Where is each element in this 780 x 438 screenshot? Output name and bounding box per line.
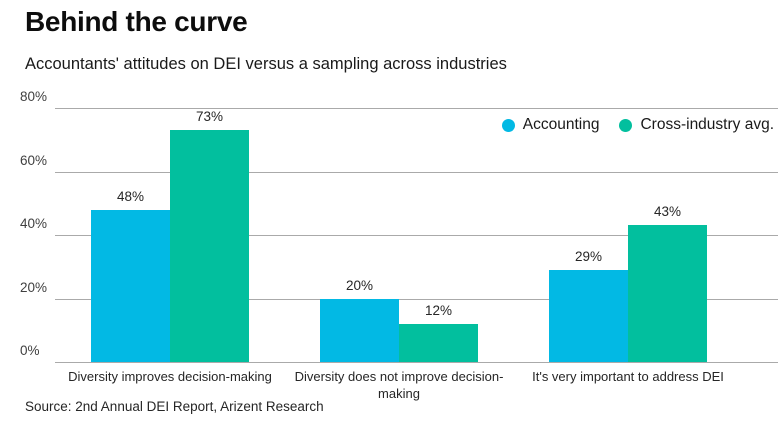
category-label-group2: Diversity does not improve decision-maki… [294, 369, 504, 401]
y-axis-tick-20%: 20% [20, 279, 48, 295]
legend-dot-accounting [501, 118, 515, 132]
gridline-20% [55, 298, 778, 300]
y-axis-tick-60%: 60% [20, 152, 48, 168]
chart-subtitle: Accountants' attitudes on DEI versus a s… [25, 55, 507, 73]
category-label-group3: It's very important to address DEI [532, 369, 724, 384]
bar-accounting-group1 [91, 209, 170, 362]
bar-cross-industry-group3 [628, 225, 707, 362]
legend-item-accounting: Accounting [501, 116, 600, 134]
legend-item-cross-industry: Cross-industry avg. [619, 116, 774, 134]
value-label-cross-industry-group2: 12% [424, 302, 453, 318]
legend: Accounting Cross-industry avg. [501, 116, 774, 134]
gridline-80% [55, 108, 778, 109]
legend-label-cross-industry: Cross-industry avg. [640, 116, 774, 133]
legend-dot-cross-industry [619, 118, 633, 132]
value-label-accounting-group2: 20% [345, 277, 374, 293]
bar-accounting-group3 [549, 269, 628, 362]
bar-accounting-group2 [320, 298, 399, 362]
y-axis-tick-80%: 80% [20, 89, 48, 104]
bar-cross-industry-group1 [170, 130, 249, 362]
gridline-60% [55, 171, 778, 173]
y-axis-tick-40%: 40% [20, 216, 48, 231]
value-label-cross-industry-group3: 43% [653, 204, 682, 220]
value-label-cross-industry-group1: 73% [195, 109, 224, 125]
chart-title: Behind the curve [25, 6, 248, 37]
source-note: Source: 2nd Annual DEI Report, Arizent R… [25, 399, 324, 414]
y-axis-tick-0%: 0% [20, 343, 40, 358]
legend-label-accounting: Accounting [522, 116, 600, 133]
value-label-accounting-group3: 29% [574, 248, 603, 264]
gridline-0% [55, 362, 778, 363]
category-label-group1: Diversity improves decision-making [68, 369, 272, 384]
gridline-40% [55, 235, 778, 236]
bar-cross-industry-group2 [399, 323, 478, 362]
value-label-accounting-group1: 48% [116, 188, 145, 204]
